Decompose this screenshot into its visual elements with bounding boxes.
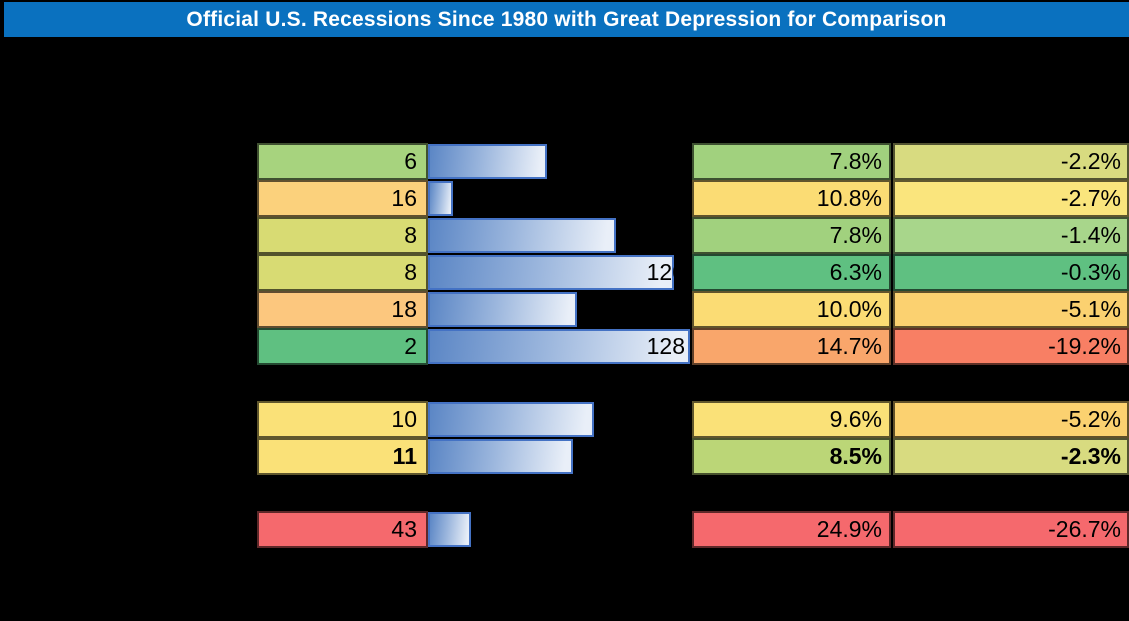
- table-row: 8 92 7.8% -1.4%: [0, 217, 1129, 254]
- expansion-bar-value: 81: [659, 406, 685, 432]
- duration-value: 10: [391, 406, 417, 432]
- gdp-cell: -5.1%: [893, 291, 1129, 328]
- table-row: 2 128 14.7% -19.2%: [0, 328, 1129, 365]
- expansion-bar: [428, 439, 573, 474]
- expansion-bar: [428, 329, 690, 364]
- duration-value: 43: [391, 516, 417, 542]
- duration-cell: 11: [257, 438, 428, 475]
- duration-cell: 8: [257, 254, 428, 291]
- gdp-value: -0.3%: [1060, 259, 1121, 285]
- expansion-bar-value: 73: [659, 296, 685, 322]
- duration-value: 8: [404, 222, 417, 248]
- gdp-cell: -19.2%: [893, 328, 1129, 365]
- duration-cell: 18: [257, 291, 428, 328]
- gdp-cell: -0.3%: [893, 254, 1129, 291]
- unemployment-cell: 7.8%: [692, 217, 891, 254]
- expansion-bar-cell: 81: [428, 402, 690, 437]
- unemployment-cell: 8.5%: [692, 438, 891, 475]
- gdp-value: -5.2%: [1060, 406, 1121, 432]
- gdp-cell: -2.3%: [893, 438, 1129, 475]
- gdp-value: -19.2%: [1048, 333, 1121, 359]
- duration-value: 2: [404, 333, 417, 359]
- expansion-bar: [428, 255, 674, 290]
- duration-value: 16: [391, 185, 417, 211]
- unemployment-value: 9.6%: [829, 406, 882, 432]
- expansion-bar-value: 120: [646, 259, 685, 285]
- duration-cell: 43: [257, 511, 428, 548]
- expansion-bar-cell: 73: [428, 292, 690, 327]
- gdp-cell: -2.2%: [893, 143, 1129, 180]
- unemployment-value: 24.9%: [816, 516, 882, 542]
- duration-value: 11: [392, 443, 417, 469]
- duration-value: 18: [391, 296, 417, 322]
- table-row: 11 71 8.5% -2.3%: [0, 438, 1129, 475]
- page-title: Official U.S. Recessions Since 1980 with…: [4, 2, 1129, 37]
- gdp-cell: -5.2%: [893, 401, 1129, 438]
- duration-cell: 16: [257, 180, 428, 217]
- expansion-bar-value: 58: [659, 148, 685, 174]
- table-row: 6 58 7.8% -2.2%: [0, 143, 1129, 180]
- expansion-bar: [428, 402, 594, 437]
- gdp-value: -2.7%: [1060, 185, 1121, 211]
- expansion-bar: [428, 292, 577, 327]
- unemployment-cell: 10.8%: [692, 180, 891, 217]
- gdp-value: -5.1%: [1060, 296, 1121, 322]
- duration-cell: 6: [257, 143, 428, 180]
- unemployment-value: 10.0%: [816, 296, 882, 322]
- expansion-bar: [428, 144, 547, 179]
- expansion-bar: [428, 512, 471, 547]
- duration-value: 8: [404, 259, 417, 285]
- unemployment-value: 6.3%: [829, 259, 882, 285]
- expansion-bar-cell: 120: [428, 255, 690, 290]
- gdp-cell: -2.7%: [893, 180, 1129, 217]
- table-row: 8 120 6.3% -0.3%: [0, 254, 1129, 291]
- unemployment-cell: 24.9%: [692, 511, 891, 548]
- expansion-bar: [428, 218, 616, 253]
- expansion-bar-value: 92: [659, 222, 685, 248]
- expansion-bar-value: 12: [659, 185, 685, 211]
- expansion-bar-cell: 21: [428, 512, 690, 547]
- expansion-bar: [428, 181, 453, 216]
- table-row: 18 73 10.0% -5.1%: [0, 291, 1129, 328]
- table-row: 43 21 24.9% -26.7%: [0, 511, 1129, 548]
- gdp-cell: -26.7%: [893, 511, 1129, 548]
- duration-cell: 2: [257, 328, 428, 365]
- expansion-bar-cell: 12: [428, 181, 690, 216]
- expansion-bar-cell: 71: [428, 439, 690, 474]
- gdp-value: -26.7%: [1048, 516, 1121, 542]
- duration-value: 6: [404, 148, 417, 174]
- expansion-bar-value: 21: [659, 516, 685, 542]
- gdp-value: -2.2%: [1060, 148, 1121, 174]
- unemployment-value: 14.7%: [816, 333, 882, 359]
- gdp-value: -2.3%: [1060, 443, 1121, 469]
- expansion-bar-value: 71: [659, 443, 685, 469]
- table-row: 10 81 9.6% -5.2%: [0, 401, 1129, 438]
- expansion-bar-cell: 92: [428, 218, 690, 253]
- duration-cell: 10: [257, 401, 428, 438]
- gdp-cell: -1.4%: [893, 217, 1129, 254]
- unemployment-value: 8.5%: [829, 443, 882, 469]
- unemployment-cell: 7.8%: [692, 143, 891, 180]
- gdp-value: -1.4%: [1060, 222, 1121, 248]
- table-row: 16 12 10.8% -2.7%: [0, 180, 1129, 217]
- unemployment-cell: 6.3%: [692, 254, 891, 291]
- unemployment-value: 7.8%: [829, 222, 882, 248]
- unemployment-value: 7.8%: [829, 148, 882, 174]
- expansion-bar-cell: 128: [428, 329, 690, 364]
- duration-cell: 8: [257, 217, 428, 254]
- unemployment-cell: 14.7%: [692, 328, 891, 365]
- unemployment-cell: 9.6%: [692, 401, 891, 438]
- expansion-bar-value: 128: [646, 333, 685, 359]
- unemployment-value: 10.8%: [816, 185, 882, 211]
- expansion-bar-cell: 58: [428, 144, 690, 179]
- unemployment-cell: 10.0%: [692, 291, 891, 328]
